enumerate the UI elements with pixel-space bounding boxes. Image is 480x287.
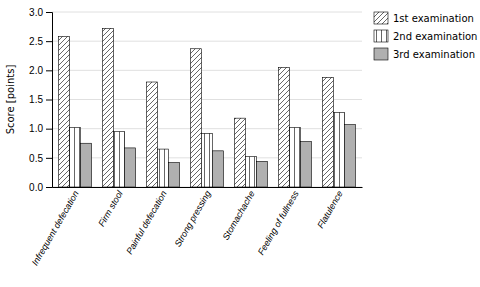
legend-label: 2nd examination [393, 31, 477, 42]
x-tick-label: Strong pressing [173, 189, 213, 249]
x-axis-line [53, 187, 363, 188]
legend-item: 2nd examination [374, 30, 477, 42]
x-tick: Firm stool [96, 188, 125, 228]
y-tick-mark [46, 100, 52, 101]
y-tick: 2.5 [29, 36, 52, 47]
legend-label: 3rd examination [393, 49, 475, 60]
y-axis: 0.0 0.5 1.0 1.5 2.0 2.5 3.0 [29, 7, 52, 193]
legend-swatch [374, 48, 388, 60]
bar [202, 133, 213, 187]
y-tick: 1.5 [29, 94, 52, 105]
grid-line [52, 99, 362, 100]
legend-item: 3rd examination [374, 48, 475, 60]
legend-item: 1st examination [374, 12, 474, 24]
plot: 0.0 0.5 1.0 1.5 2.0 2.5 3.0 Infrequent defecati… [5, 7, 477, 268]
y-tick-label: 1.5 [29, 94, 43, 105]
y-tick-mark [46, 41, 52, 42]
bar [256, 161, 267, 187]
x-tick-label: Feeling of fullness [256, 189, 301, 257]
bar [333, 112, 344, 187]
bar [114, 132, 125, 187]
x-tick: Stomachache [221, 189, 257, 242]
bar [103, 28, 114, 187]
grid-line [52, 70, 362, 71]
y-tick-label: 2.5 [29, 36, 43, 47]
legend-swatch [374, 30, 388, 42]
grid-line [52, 128, 362, 129]
legend-label: 1st examination [393, 13, 474, 24]
grid [52, 12, 362, 187]
legend: 1st examination 2nd examination 3rd examin… [374, 12, 477, 60]
bar [322, 77, 333, 187]
chart: 0.0 0.5 1.0 1.5 2.0 2.5 3.0 Infrequent defecati… [0, 0, 480, 287]
bar [158, 149, 169, 187]
x-tick: Painful defecation [124, 189, 168, 256]
y-tick: 0.0 [29, 182, 52, 193]
y-tick: 2.0 [29, 65, 52, 76]
y-tick: 1.0 [29, 123, 52, 134]
bar [344, 125, 355, 187]
bar [191, 49, 202, 187]
y-tick-label: 3.0 [29, 7, 43, 18]
y-tick-mark [46, 12, 52, 13]
bar [234, 118, 245, 187]
bar [289, 128, 300, 188]
y-tick: 0.5 [29, 153, 52, 164]
y-tick-label: 1.0 [29, 123, 43, 134]
bar [278, 67, 289, 187]
bar [245, 157, 256, 187]
bar [300, 142, 311, 188]
x-tick-label: Painful defecation [124, 189, 168, 256]
x-tick-label: Firm stool [96, 188, 125, 228]
bar [81, 143, 92, 187]
bar [169, 163, 180, 188]
bar [212, 151, 223, 187]
y-tick-label: 2.0 [29, 65, 43, 76]
y-axis-title: Score [points] [5, 65, 16, 135]
x-tick: Infrequent defecation [30, 189, 81, 267]
y-tick-label: 0.0 [29, 182, 43, 193]
grid-line [52, 12, 362, 13]
grid-line [52, 41, 362, 42]
y-tick-mark [46, 158, 52, 159]
y-axis-line [46, 13, 53, 188]
x-tick: Flatulence [315, 189, 344, 230]
x-tick: Strong pressing [173, 189, 213, 249]
y-tick-label: 0.5 [29, 153, 43, 164]
legend-swatch [374, 12, 388, 24]
bars [59, 28, 356, 187]
x-tick-label: Flatulence [315, 189, 344, 230]
x-tick: Feeling of fullness [256, 189, 301, 257]
bar [147, 82, 158, 187]
x-tick-label: Stomachache [221, 189, 257, 242]
y-tick-mark [46, 129, 52, 130]
y-tick-mark [46, 187, 52, 188]
x-axis: Infrequent defecation Firm stoolPainful d… [30, 188, 363, 268]
bar [59, 37, 70, 188]
bar [70, 128, 81, 188]
y-tick-mark [46, 70, 52, 71]
x-tick-label: Infrequent defecation [30, 189, 81, 267]
y-tick: 3.0 [29, 7, 52, 18]
bar [125, 148, 136, 187]
